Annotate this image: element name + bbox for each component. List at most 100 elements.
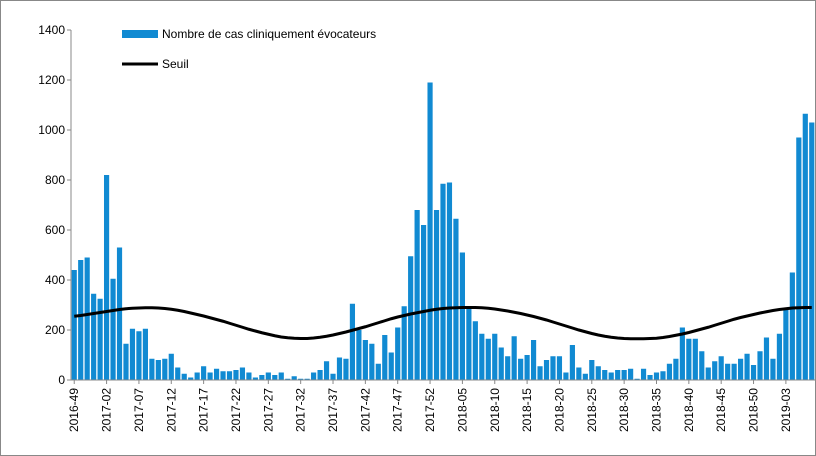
bar (556, 356, 563, 380)
x-tick-label: 2017-12 (164, 388, 178, 432)
x-tick-label: 2017-52 (423, 388, 437, 432)
bar (524, 355, 530, 380)
bar (543, 360, 550, 380)
bar (181, 373, 187, 380)
bar (809, 122, 815, 380)
x-tick-label: 2018-35 (649, 388, 663, 432)
bar (291, 376, 297, 380)
bar (369, 343, 375, 380)
bar (576, 367, 582, 380)
bar (226, 371, 233, 380)
bar (168, 353, 174, 380)
bar (738, 358, 744, 380)
x-tick-label: 2018-05 (455, 388, 469, 432)
x-tick-label: 2017-22 (229, 388, 243, 432)
bar (421, 225, 427, 380)
x-tick-label: 2018-10 (488, 388, 502, 432)
bar (71, 270, 77, 380)
bar (382, 335, 388, 380)
bar (582, 373, 588, 380)
bar (110, 278, 116, 380)
bar (446, 182, 453, 380)
bar (311, 372, 317, 380)
bar (194, 372, 200, 380)
bar (317, 370, 323, 380)
bar (201, 366, 207, 380)
bar (615, 370, 621, 380)
bar (408, 256, 414, 380)
x-tick-label: 2018-15 (520, 388, 534, 432)
x-tick-label: 2018-20 (552, 388, 566, 432)
bar (725, 363, 731, 380)
y-tick-label: 600 (45, 223, 65, 237)
bar (595, 366, 601, 380)
bar (692, 338, 698, 380)
bar (103, 175, 110, 380)
bar (802, 113, 808, 380)
bar (285, 378, 291, 380)
bar (388, 352, 394, 380)
bar (155, 360, 161, 380)
y-tick-label: 1400 (38, 23, 65, 37)
bar (686, 338, 692, 380)
bar (479, 333, 485, 380)
bar (323, 361, 330, 380)
bar (252, 377, 258, 380)
x-tick-label: 2018-25 (585, 388, 599, 432)
y-tick-label: 1200 (38, 73, 65, 87)
bar (640, 368, 647, 380)
bar (459, 252, 465, 380)
legend-label: Nombre de cas cliniquement évocateurs (162, 27, 376, 41)
bar (679, 327, 685, 380)
x-tick-label: 2017-07 (132, 388, 146, 432)
bar (653, 372, 660, 380)
bar (673, 358, 679, 380)
x-tick-label: 2017-37 (326, 388, 340, 432)
bar (433, 210, 440, 380)
bar (220, 371, 226, 380)
bar (259, 375, 265, 380)
bar (660, 371, 666, 380)
bar (129, 328, 136, 380)
bar (188, 377, 194, 380)
bar (453, 218, 459, 380)
bar (84, 257, 90, 380)
bar (628, 368, 634, 380)
bar (666, 363, 673, 380)
x-tick-label: 2019-03 (779, 388, 793, 432)
bar (414, 210, 420, 380)
bar (796, 137, 802, 380)
bar (91, 293, 97, 380)
bar (485, 338, 491, 380)
bar (621, 370, 627, 380)
x-tick-label: 2018-30 (617, 388, 631, 432)
y-tick-label: 1000 (38, 123, 65, 137)
bar (272, 375, 278, 380)
x-tick-label: 2018-50 (747, 388, 761, 432)
bar (213, 368, 220, 380)
legend-label: Seuil (162, 57, 189, 71)
x-tick-label: 2017-47 (391, 388, 405, 432)
bar (731, 363, 737, 380)
bar (97, 298, 103, 380)
bar (162, 358, 168, 380)
bar (511, 336, 517, 380)
bar (770, 358, 776, 380)
bar (304, 378, 310, 380)
bar (349, 303, 356, 380)
bar (776, 333, 783, 380)
bar (602, 370, 608, 380)
bar (149, 358, 155, 380)
bar (401, 306, 407, 380)
x-tick-label: 2016-49 (67, 388, 81, 432)
bar (750, 365, 757, 380)
bar (712, 361, 718, 380)
bar (530, 340, 537, 380)
x-tick-label: 2017-17 (197, 388, 211, 432)
legend-swatch (122, 30, 158, 38)
bar (233, 370, 239, 380)
y-tick-label: 200 (45, 323, 65, 337)
bar (498, 347, 504, 380)
bar (136, 331, 142, 380)
